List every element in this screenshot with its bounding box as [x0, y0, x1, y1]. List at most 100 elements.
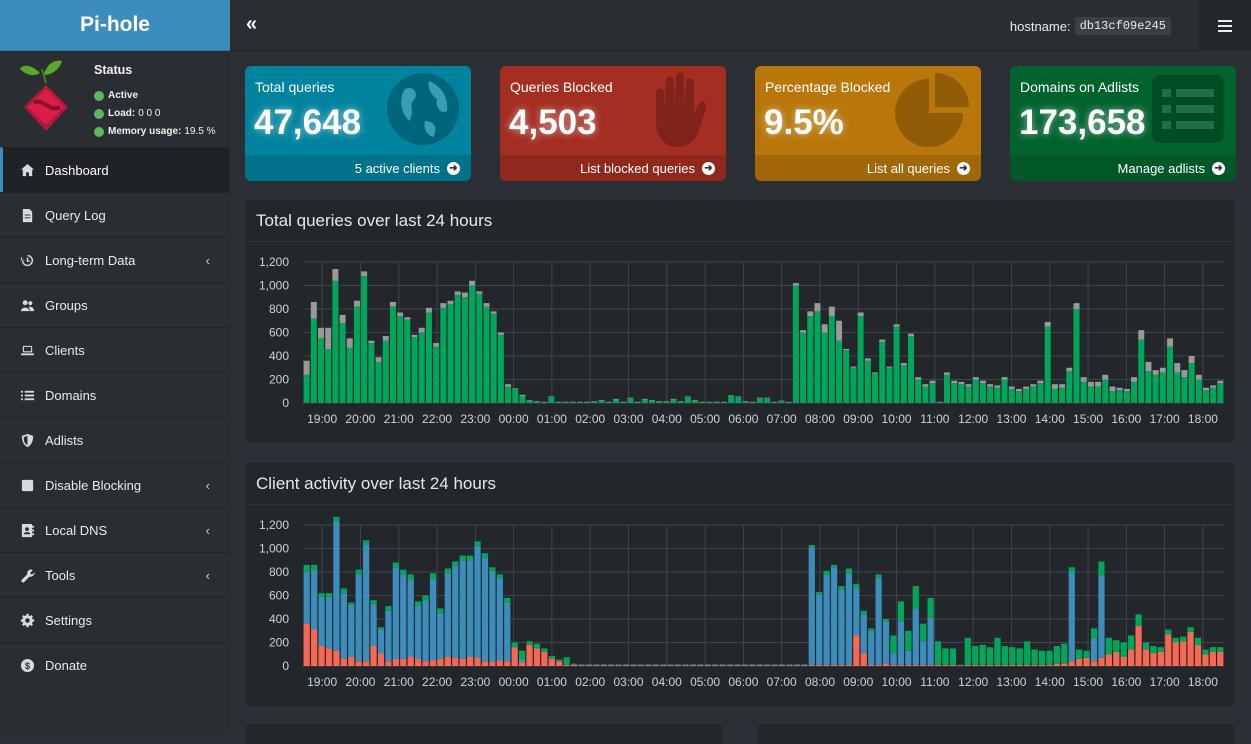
bar-segment: [339, 323, 346, 403]
sidebar-item-tools[interactable]: Tools ‹: [0, 552, 230, 597]
bar-segment: [645, 664, 652, 666]
bar-segment: [353, 300, 360, 307]
bar-segment: [785, 401, 792, 403]
pihole-logo: [20, 60, 68, 131]
bar-segment: [677, 401, 684, 402]
sidebar-item-dashboard[interactable]: Dashboard: [0, 147, 230, 192]
bar-segment: [882, 619, 890, 622]
bar-segment: [483, 306, 490, 403]
bar-segment: [1090, 661, 1098, 666]
bar-segment: [1135, 626, 1142, 666]
bar-segment: [570, 663, 578, 665]
bar-segment: [994, 664, 1001, 666]
stat-value: 9.5%: [764, 103, 844, 142]
client-activity-chart[interactable]: 0 200 400 600 800 1,000 1,200 19:00 20:00 21:00 22…: [245, 505, 1235, 702]
bar-segment: [1123, 391, 1130, 403]
sidebar-item-disable-blocking[interactable]: Disable Blocking ‹: [0, 462, 230, 507]
sidebar-item-donate[interactable]: $ Donate: [0, 642, 230, 687]
bars-icon: [1218, 19, 1232, 32]
bar-segment: [893, 326, 900, 404]
bar-segment: [850, 367, 857, 403]
bar-segment: [429, 573, 437, 580]
bar-segment: [704, 664, 711, 666]
x-tick-label: 13:00: [996, 412, 1026, 426]
bar-segment: [838, 589, 845, 665]
bar-segment: [622, 665, 630, 667]
bar-segment: [563, 657, 570, 665]
bar-segment: [1131, 381, 1138, 403]
bar-segment: [1046, 650, 1053, 665]
bar-segment: [310, 301, 317, 319]
bar-segment: [912, 608, 919, 665]
bar-segment: [816, 664, 823, 666]
brand-logo-text[interactable]: Pi-hole: [0, 0, 230, 51]
bar-segment: [1131, 377, 1138, 382]
bar-segment: [1194, 637, 1202, 645]
bar-segment: [1102, 374, 1109, 380]
bar-segment: [422, 595, 429, 601]
stat-footer-link[interactable]: List blocked queries ➜: [500, 155, 726, 181]
bar-segment: [800, 332, 807, 403]
bar-segment: [645, 664, 652, 665]
stat-footer-link[interactable]: Manage adlists ➜: [1010, 155, 1236, 181]
bar-segment: [838, 586, 845, 590]
bar-segment: [1217, 380, 1224, 384]
bar-segment: [857, 316, 864, 403]
sidebar-item-clients[interactable]: Clients: [0, 327, 230, 372]
stat-footer-link[interactable]: 5 active clients ➜: [245, 155, 471, 181]
sidebar-item-label: Query Log: [45, 207, 106, 223]
bar-segment: [407, 656, 414, 666]
bar-segment: [808, 664, 815, 666]
bar-segment: [370, 646, 377, 666]
bar-segment: [548, 397, 555, 404]
stat-value: 4,503: [509, 103, 597, 142]
bar-segment: [850, 366, 857, 368]
shield-icon: [18, 432, 36, 448]
bar-segment: [667, 664, 674, 666]
bar-segment: [497, 332, 504, 335]
x-tick-label: 15:00: [1073, 675, 1103, 689]
sidebar-item-local-dns[interactable]: Local DNS ‹: [0, 507, 230, 552]
bar-segment: [979, 383, 986, 403]
total-queries-chart[interactable]: 0 200 400 600 800 1,000 1,200 19:00 20:00 21:00 22…: [245, 242, 1235, 438]
bar-segment: [697, 665, 704, 667]
bar-segment: [1142, 642, 1150, 650]
x-tick-label: 04:00: [652, 675, 682, 689]
bar-segment: [720, 401, 727, 403]
sidebar-item-groups[interactable]: Groups: [0, 282, 230, 327]
bar-segment: [1073, 303, 1080, 310]
bar-segment: [541, 402, 548, 404]
bar-segment: [392, 562, 399, 568]
sidebar-toggle-button[interactable]: «: [246, 13, 258, 35]
bar-segment: [735, 397, 742, 404]
sidebar-item-query-log[interactable]: Query Log: [0, 192, 230, 237]
bar-segment: [481, 557, 489, 662]
y-tick-label: 1,200: [259, 518, 289, 532]
stop-icon: [18, 477, 36, 493]
sidebar-item-settings[interactable]: Settings: [0, 597, 230, 642]
menu-bars-button[interactable]: [1199, 0, 1251, 51]
bar-segment: [660, 665, 667, 667]
bar-segment: [608, 664, 615, 666]
bar-segment: [972, 646, 979, 665]
sidebar-item-long-term-data[interactable]: Long-term Data ‹: [0, 237, 230, 282]
bar-segment: [325, 648, 333, 667]
sidebar-item-adlists[interactable]: Adlists: [0, 417, 230, 462]
bar-segment: [652, 665, 659, 667]
bar-segment: [303, 360, 310, 375]
stat-footer-link[interactable]: List all queries ➜: [755, 155, 981, 181]
bar-segment: [489, 570, 496, 662]
bar-segment: [908, 333, 915, 337]
bar-segment: [712, 664, 719, 666]
bar-segment: [860, 653, 867, 666]
client-activity-panel: Client activity over last 24 hours 0 200 4…: [245, 463, 1235, 706]
query-types-panel: [245, 724, 723, 744]
bar-segment: [1098, 561, 1105, 576]
bar-segment: [807, 311, 814, 317]
bar-segment: [1116, 390, 1123, 403]
bar-segment: [728, 395, 735, 403]
bar-segment: [1001, 379, 1008, 403]
sidebar-item-domains[interactable]: Domains: [0, 372, 230, 417]
x-tick-label: 07:00: [767, 412, 797, 426]
bar-segment: [793, 665, 801, 667]
